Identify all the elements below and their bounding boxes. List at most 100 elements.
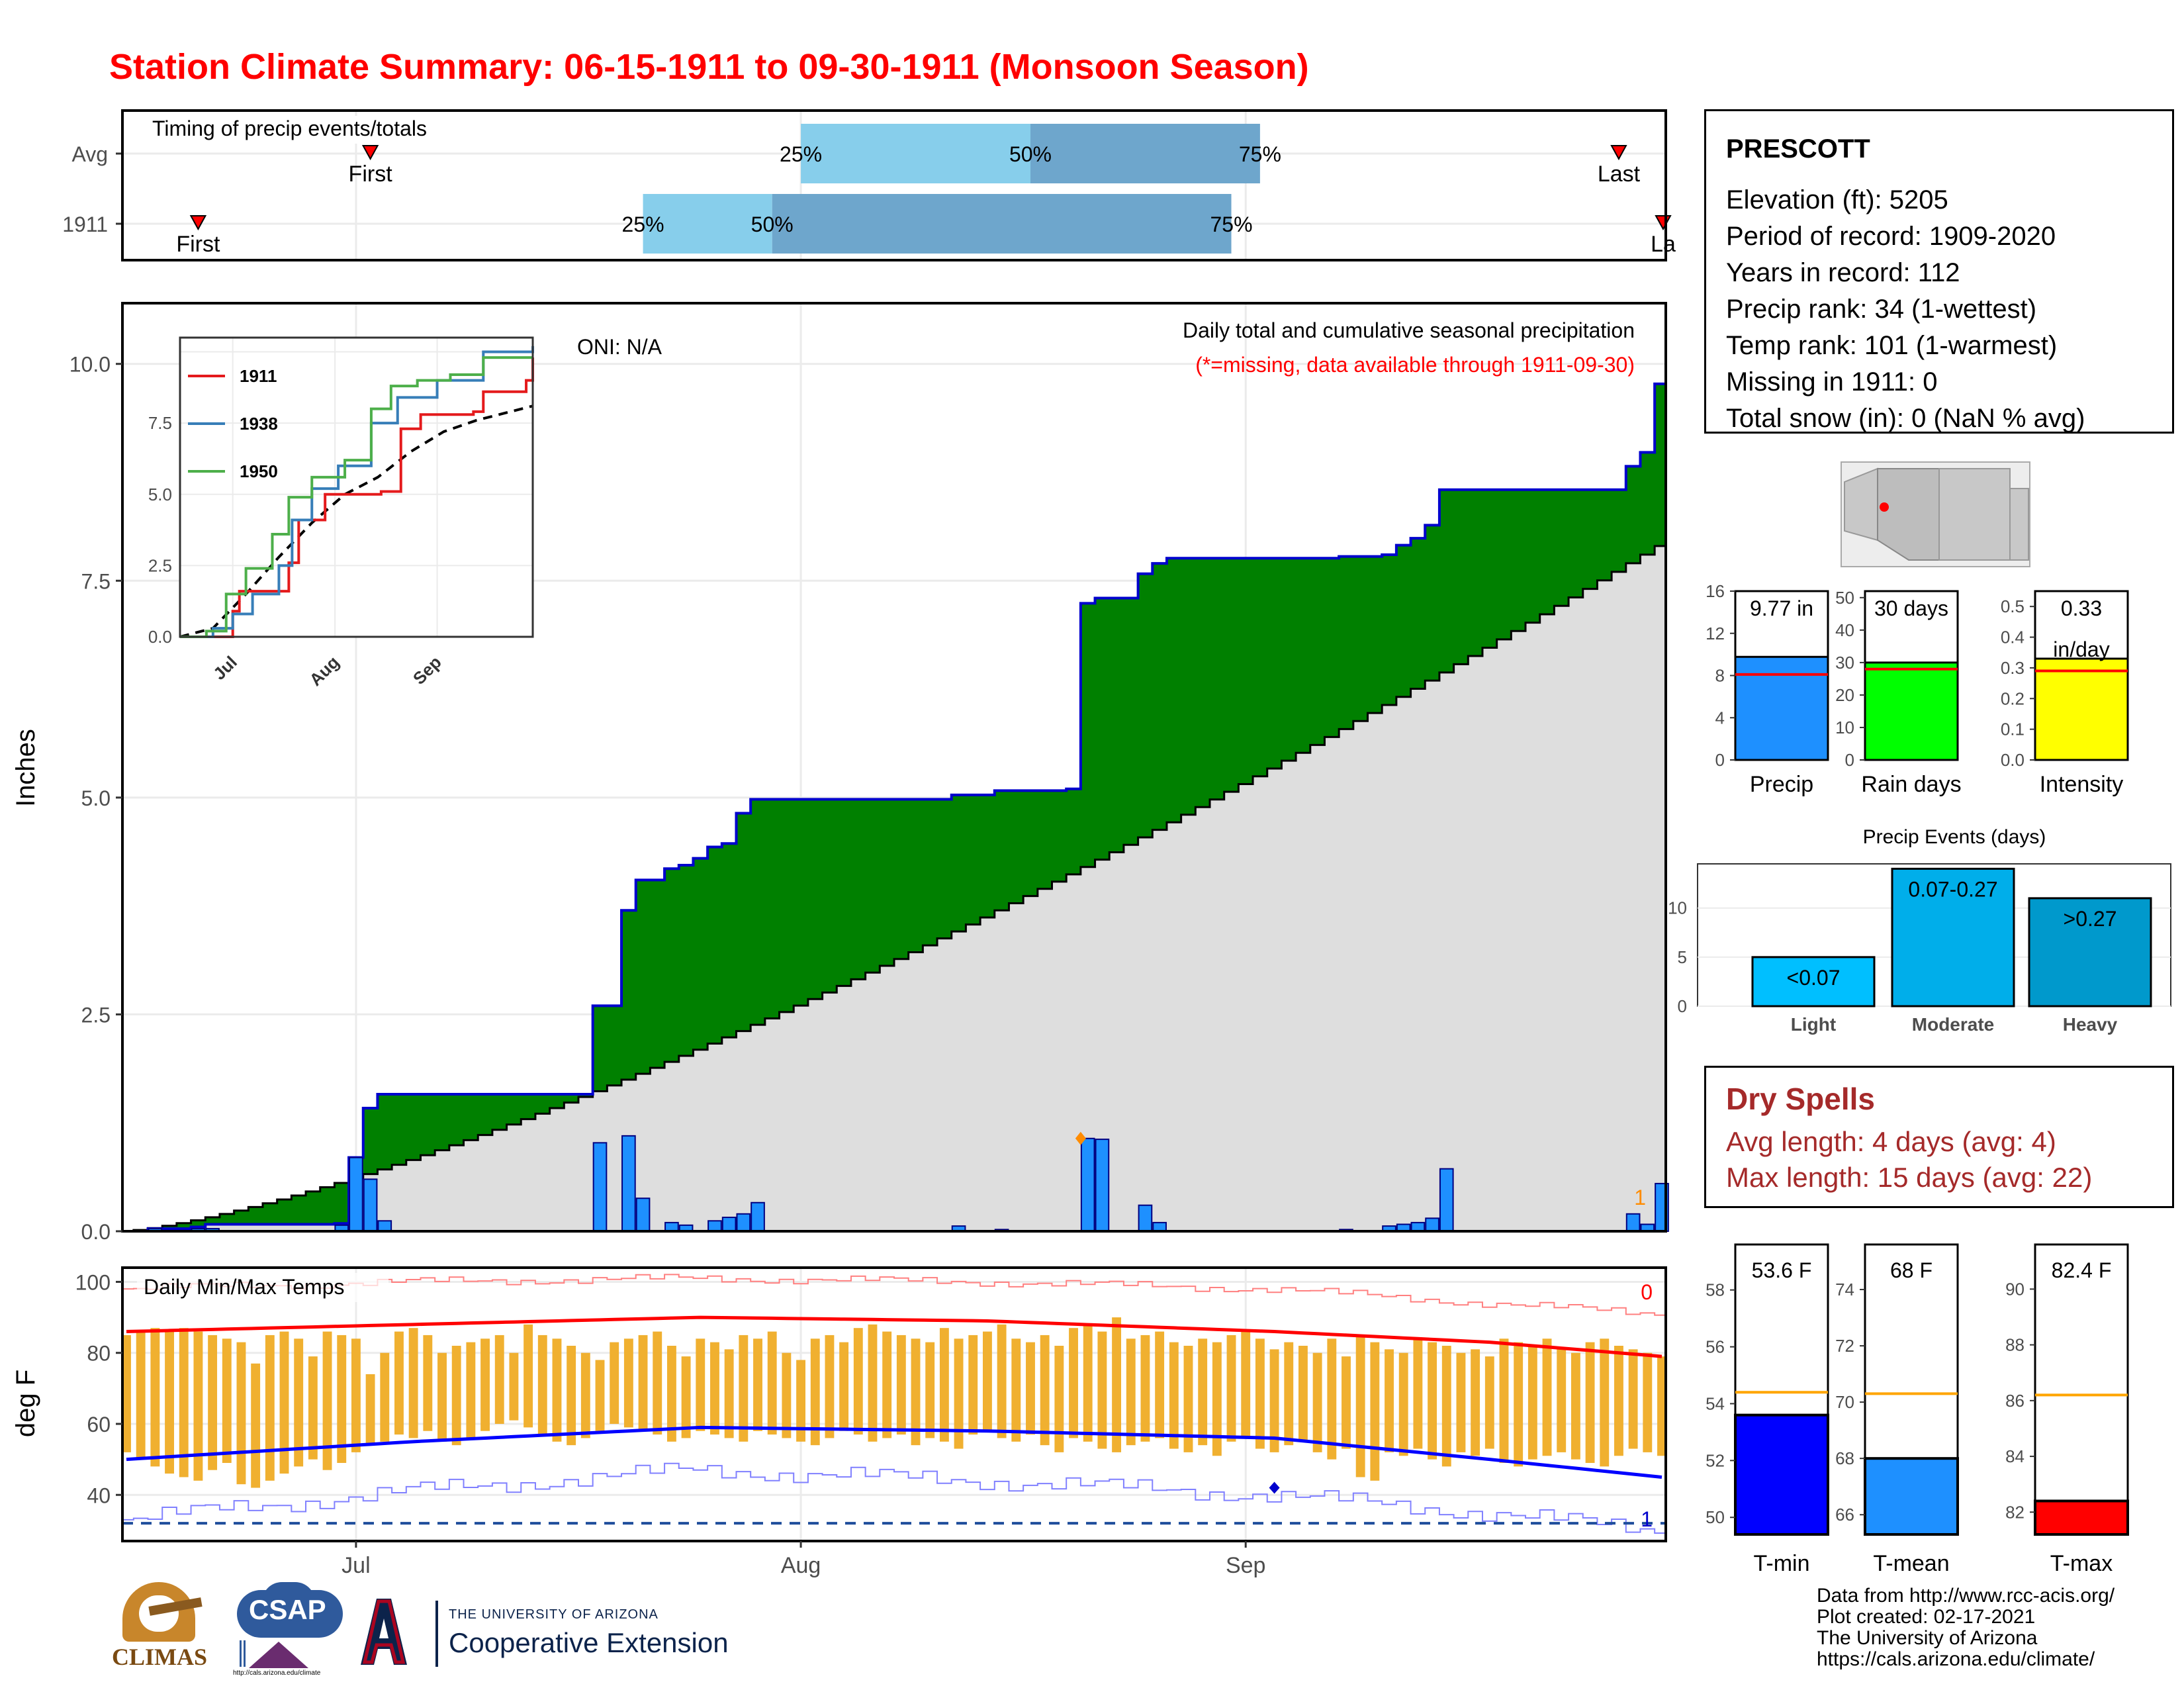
timing-marker-label-last: Last bbox=[1598, 162, 1641, 187]
precip-chart-subtitle: (*=missing, data available through 1911-… bbox=[1195, 353, 1635, 377]
state-map-az bbox=[1877, 468, 1940, 561]
precip-ytick-label: 5.0 bbox=[81, 786, 111, 810]
temp-bar-ytick: 52 bbox=[1706, 1450, 1725, 1470]
timing-row-label: 1911 bbox=[62, 212, 108, 236]
daily-temp-bar bbox=[1385, 1349, 1394, 1452]
csap-url: http://cals.arizona.edu/climate bbox=[233, 1669, 321, 1677]
mini-bar-label: Precip bbox=[1750, 772, 1813, 797]
daily-precip-bar bbox=[363, 1178, 378, 1232]
temp-bar-value-1 bbox=[1864, 1457, 1959, 1536]
daily-temp-bar bbox=[882, 1331, 892, 1438]
temp-xtick-label: Jul bbox=[341, 1553, 370, 1578]
timing-label-75: 75% bbox=[1210, 212, 1253, 236]
timing-marker-label-first: First bbox=[349, 162, 393, 187]
events-bar-label: Light bbox=[1791, 1014, 1836, 1035]
daily-temp-bar bbox=[782, 1352, 792, 1438]
daily-temp-bar bbox=[567, 1346, 576, 1446]
events-ytick: 10 bbox=[1668, 898, 1687, 918]
daily-temp-bar bbox=[1542, 1338, 1552, 1456]
normal-cumulative-line bbox=[122, 545, 1666, 1233]
daily-temp-bar bbox=[997, 1324, 1007, 1438]
timing-panel-border bbox=[121, 109, 1667, 261]
daily-precip-bar bbox=[1138, 1204, 1153, 1232]
daily-temp-bar bbox=[1441, 1346, 1451, 1467]
dry-spells-max: Max length: 15 days (avg: 22) bbox=[1726, 1162, 2093, 1193]
daily-temp-bar bbox=[408, 1328, 418, 1438]
daily-temp-bar bbox=[1069, 1328, 1078, 1438]
daily-temp-bar bbox=[165, 1331, 174, 1474]
mini-bar-value-0 bbox=[1734, 655, 1829, 761]
events-ytick: 5 bbox=[1678, 947, 1687, 967]
daily-temp-bar bbox=[1212, 1342, 1222, 1456]
mini-bar-ytick: 10 bbox=[1835, 718, 1854, 737]
timing-bar-q50-q75 bbox=[772, 194, 1232, 254]
climas-logo-text: CLIMAS bbox=[112, 1644, 208, 1670]
inset-ytick-label: 5.0 bbox=[148, 485, 172, 504]
credit-data-source: Data from http://www.rcc-acis.org/ bbox=[1817, 1585, 2115, 1607]
inset-normal-line bbox=[179, 404, 533, 638]
daily-temp-bar bbox=[696, 1338, 705, 1431]
inset-legend-label: 1950 bbox=[240, 461, 278, 481]
daily-temp-bar bbox=[1284, 1342, 1294, 1446]
daily-temp-bar bbox=[265, 1335, 275, 1481]
cumulative-precip-line bbox=[122, 382, 1666, 1233]
timing-marker-first bbox=[361, 145, 379, 161]
temp-ytick-label: 100 bbox=[75, 1270, 111, 1294]
timing-label-25: 25% bbox=[622, 212, 664, 236]
uofa-extension-text: Cooperative Extension bbox=[449, 1627, 729, 1658]
temp-bar-ytick: 68 bbox=[1835, 1448, 1854, 1468]
temp-panel-border bbox=[121, 1266, 1667, 1542]
inset-series-line-1950 bbox=[180, 356, 533, 638]
events-bar-heavy bbox=[2028, 897, 2152, 1008]
daily-temp-bar bbox=[767, 1331, 777, 1435]
temp-ytick-label: 40 bbox=[87, 1483, 111, 1507]
daily-temp-bar bbox=[322, 1331, 332, 1470]
daily-temp-bar bbox=[552, 1338, 562, 1442]
temp-bar-value-0 bbox=[1734, 1413, 1829, 1536]
daily-temp-bar bbox=[666, 1346, 676, 1442]
daily-temp-bar bbox=[839, 1342, 849, 1431]
events-bar-light bbox=[1751, 956, 1876, 1008]
daily-temp-bar bbox=[724, 1349, 734, 1438]
daily-temp-bar bbox=[423, 1335, 433, 1431]
daily-temp-bar bbox=[1040, 1335, 1050, 1446]
daily-temp-bar bbox=[523, 1324, 533, 1428]
daily-temp-bar bbox=[480, 1338, 490, 1431]
mini-bar-value-2 bbox=[2034, 657, 2129, 761]
daily-temp-bar bbox=[351, 1338, 361, 1452]
temp-bar-value-text: 82.4 F bbox=[2052, 1258, 2112, 1282]
temp-bar-ytick: 50 bbox=[1706, 1507, 1725, 1527]
temp-ytick-label: 80 bbox=[87, 1342, 111, 1366]
mini-bar-ytick: 0 bbox=[1845, 750, 1854, 770]
normal-precip-area bbox=[122, 545, 1666, 1232]
daily-temp-bar bbox=[1585, 1342, 1595, 1463]
daily-precip-bar bbox=[736, 1213, 751, 1233]
daily-temp-bar bbox=[681, 1356, 691, 1438]
temp-xtick-label: Aug bbox=[781, 1553, 821, 1578]
temp-bar-value-2 bbox=[2034, 1499, 2129, 1536]
temp-bar-label: T-max bbox=[2050, 1551, 2113, 1576]
daily-temp-bar bbox=[1428, 1342, 1437, 1460]
daily-temp-bar bbox=[1226, 1335, 1236, 1442]
logo-divider bbox=[435, 1601, 438, 1667]
daily-temp-bar bbox=[466, 1342, 476, 1438]
oni-label: ONI: N/A bbox=[577, 335, 662, 359]
temp-bar-ytick: 82 bbox=[2005, 1502, 2025, 1522]
daily-temp-bar bbox=[494, 1335, 504, 1424]
csap-logo-text: CSAP bbox=[249, 1594, 326, 1625]
temp-bar-ytick: 86 bbox=[2005, 1391, 2025, 1411]
daily-temp-bar bbox=[394, 1331, 404, 1435]
station-name: PRESCOTT bbox=[1726, 134, 1870, 164]
avg-max-temp-line bbox=[126, 1315, 1662, 1358]
timing-label-75: 75% bbox=[1239, 142, 1281, 166]
daily-temp-bar bbox=[279, 1331, 289, 1474]
temp-corner-top: 0 bbox=[1641, 1280, 1653, 1304]
daily-temp-bar bbox=[1527, 1346, 1537, 1460]
temp-bar-ytick: 88 bbox=[2005, 1335, 2025, 1355]
timing-marker-label-last: La bbox=[1651, 232, 1676, 257]
credit-university: The University of Arizona bbox=[1817, 1627, 2038, 1649]
inset-series-line-1911 bbox=[180, 357, 534, 638]
daily-temp-bar bbox=[853, 1328, 863, 1435]
daily-temp-bar bbox=[1198, 1338, 1208, 1446]
timing-bar-q25-q50 bbox=[643, 194, 772, 254]
